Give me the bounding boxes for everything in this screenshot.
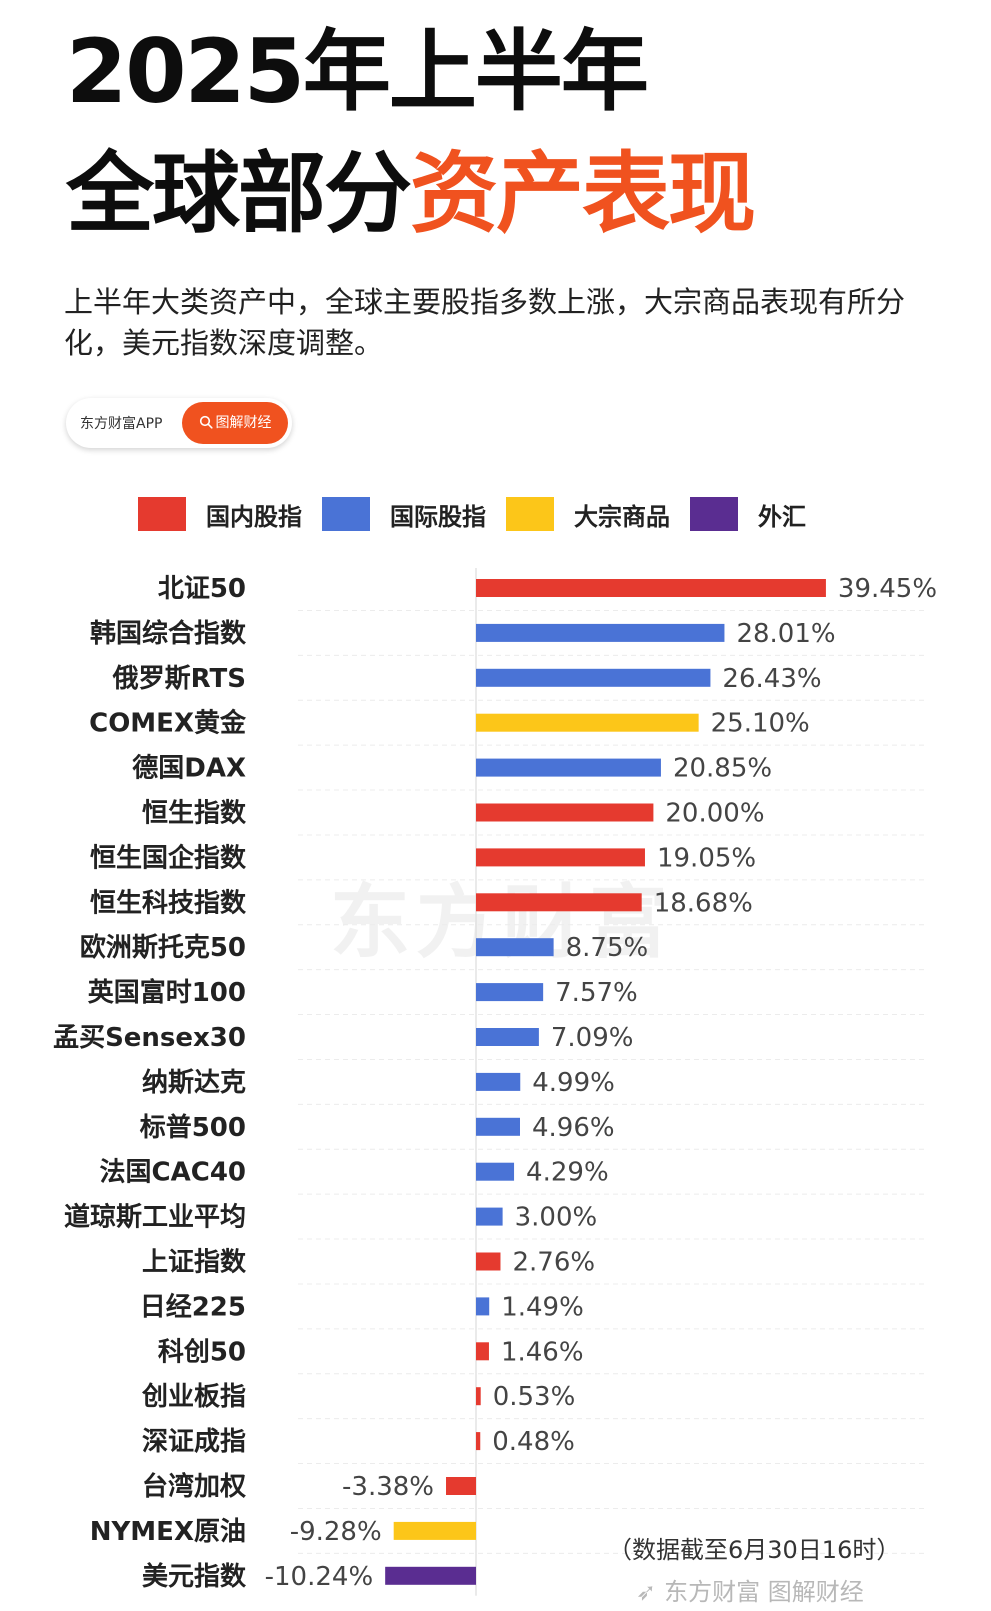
category-label: 恒生国企指数 bbox=[90, 842, 247, 873]
bar bbox=[476, 1252, 501, 1271]
category-label: 美元指数 bbox=[142, 1561, 247, 1592]
category-label: COMEX黄金 bbox=[89, 708, 247, 739]
legend-item-international: 国际股指 bbox=[322, 497, 486, 532]
bar bbox=[476, 803, 654, 822]
category-label: 英国富时100 bbox=[88, 977, 246, 1008]
bar bbox=[476, 623, 725, 642]
category-label: 上证指数 bbox=[142, 1248, 247, 1278]
bar bbox=[476, 1387, 481, 1406]
category-label: 创业板指 bbox=[141, 1382, 246, 1412]
value-label: 20.85% bbox=[673, 754, 772, 784]
chart-legend: 国内股指 国际股指 大宗商品 外汇 bbox=[138, 494, 826, 534]
category-label: 标普500 bbox=[140, 1112, 246, 1143]
bar bbox=[476, 758, 661, 777]
category-label: 道琼斯工业平均 bbox=[64, 1202, 246, 1233]
category-label: 日经225 bbox=[140, 1291, 246, 1322]
brand-pill[interactable]: 东方财富APP 图解财经 bbox=[66, 398, 292, 448]
value-label: -10.24% bbox=[265, 1562, 374, 1592]
value-label: 28.01% bbox=[736, 619, 835, 649]
bar bbox=[476, 938, 554, 957]
category-label: 深证成指 bbox=[142, 1427, 246, 1457]
value-label: 0.48% bbox=[492, 1427, 575, 1457]
value-label: 3.00% bbox=[515, 1203, 598, 1233]
value-label: -9.28% bbox=[290, 1517, 382, 1547]
category-label: 纳斯达克 bbox=[142, 1067, 246, 1098]
bar bbox=[476, 848, 645, 867]
legend-swatch-forex bbox=[690, 497, 738, 531]
value-label: 1.46% bbox=[501, 1337, 584, 1367]
value-label: 25.10% bbox=[711, 709, 810, 739]
value-label: 1.49% bbox=[501, 1292, 584, 1322]
bar bbox=[476, 1028, 539, 1046]
category-label: 德国DAX bbox=[132, 754, 246, 784]
legend-label-international: 国际股指 bbox=[390, 502, 486, 531]
category-label: 恒生科技指数 bbox=[90, 888, 247, 918]
legend-swatch-international bbox=[322, 497, 370, 531]
bar bbox=[476, 713, 699, 732]
title-accent: 资产表现 bbox=[410, 142, 756, 245]
value-label: 2.76% bbox=[512, 1248, 595, 1278]
value-label: 4.99% bbox=[532, 1068, 615, 1098]
category-label: 俄罗斯RTS bbox=[112, 664, 246, 694]
value-label: 26.43% bbox=[722, 664, 821, 694]
brand-app-name: 东方财富APP bbox=[80, 416, 163, 432]
category-label: 韩国综合指数 bbox=[90, 618, 247, 649]
category-label: 孟买Sensex30 bbox=[53, 1023, 246, 1053]
value-label: 18.68% bbox=[654, 888, 753, 918]
legend-item-commodity: 大宗商品 bbox=[506, 497, 670, 532]
value-label: 7.57% bbox=[555, 978, 638, 1008]
category-label: 科创50 bbox=[158, 1337, 246, 1367]
page-title-line1: 2025年上半年 bbox=[66, 20, 649, 123]
footer-brand: ➶ 东方财富 图解财经 bbox=[636, 1572, 864, 1607]
bar bbox=[476, 1117, 520, 1136]
bar bbox=[446, 1477, 476, 1495]
category-label: 欧洲斯托克50 bbox=[80, 932, 246, 963]
bar bbox=[476, 579, 826, 597]
footer-brand-name: 东方财富 bbox=[664, 1578, 761, 1606]
value-label: 4.96% bbox=[532, 1113, 615, 1143]
value-label: -3.38% bbox=[342, 1472, 434, 1502]
bar bbox=[476, 893, 642, 912]
brand-logo-icon: ➶ bbox=[636, 1578, 657, 1606]
search-icon bbox=[199, 415, 213, 429]
bar bbox=[476, 1207, 503, 1226]
data-note: （数据截至6月30日16时） bbox=[608, 1536, 901, 1564]
value-label: 7.09% bbox=[551, 1023, 634, 1053]
category-label: 法国CAC40 bbox=[100, 1158, 246, 1188]
category-label: 恒生指数 bbox=[142, 799, 247, 829]
category-label: 北证50 bbox=[158, 574, 246, 604]
bar bbox=[476, 1432, 481, 1451]
footer-section: 图解财经 bbox=[767, 1578, 864, 1606]
title-prefix: 全球部分 bbox=[66, 142, 412, 245]
bar bbox=[476, 1072, 521, 1091]
category-label: NYMEX原油 bbox=[90, 1517, 246, 1547]
brand-tag-button[interactable]: 图解财经 bbox=[182, 402, 288, 444]
legend-label-commodity: 大宗商品 bbox=[574, 502, 670, 531]
bar bbox=[476, 668, 711, 687]
category-label: 台湾加权 bbox=[142, 1471, 246, 1502]
page-subtitle: 上半年大类资产中，全球主要股指多数上涨，大宗商品表现有所分化，美元指数深度调整。 bbox=[64, 285, 906, 360]
value-label: 8.75% bbox=[566, 933, 649, 963]
legend-item-domestic: 国内股指 bbox=[138, 497, 302, 532]
legend-item-forex: 外汇 bbox=[690, 497, 806, 532]
bar bbox=[476, 1162, 515, 1181]
bar bbox=[385, 1566, 476, 1585]
value-label: 19.05% bbox=[657, 843, 756, 873]
legend-label-forex: 外汇 bbox=[758, 502, 806, 531]
bar bbox=[476, 1342, 489, 1361]
brand-tag-label: 图解财经 bbox=[215, 415, 272, 431]
bar bbox=[393, 1521, 476, 1540]
legend-swatch-commodity bbox=[506, 497, 554, 531]
bar bbox=[476, 1297, 490, 1316]
value-label: 39.45% bbox=[838, 574, 937, 604]
value-label: 0.53% bbox=[493, 1382, 576, 1412]
value-label: 4.29% bbox=[526, 1158, 609, 1188]
legend-label-domestic: 国内股指 bbox=[206, 502, 302, 531]
value-label: 20.00% bbox=[665, 799, 764, 829]
page-title-line2: 全球部分资产表现 bbox=[66, 150, 756, 238]
legend-swatch-domestic bbox=[138, 497, 186, 531]
bar bbox=[476, 983, 544, 1002]
